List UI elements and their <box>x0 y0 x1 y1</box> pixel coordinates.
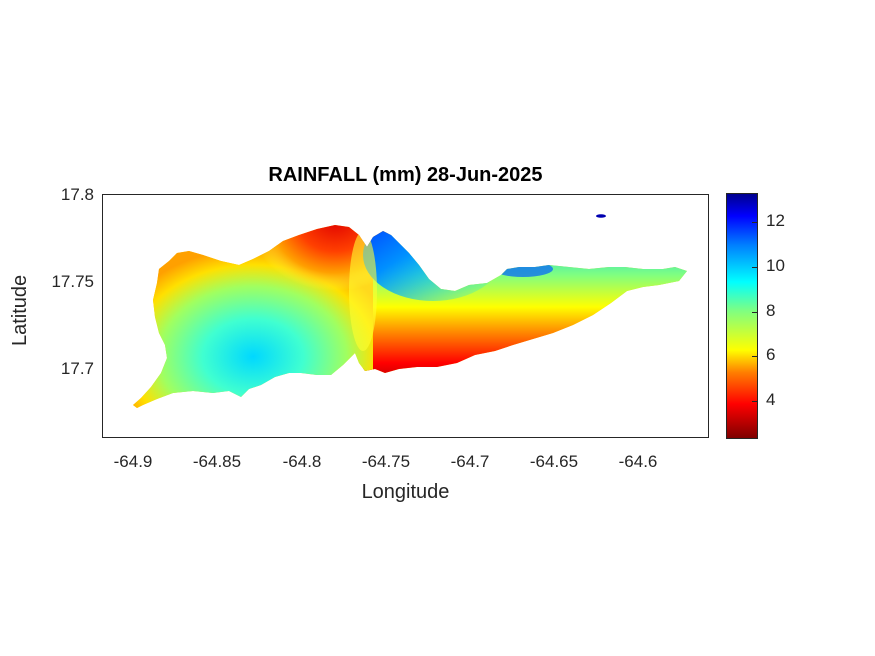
y-axis-label: Latitude <box>9 274 31 346</box>
colorbar-tick-mark <box>752 312 758 313</box>
x-tick-label: -64.85 <box>192 452 242 471</box>
colorbar-tick-mark <box>752 267 758 268</box>
y-tick-label: 17.7 <box>60 359 94 378</box>
island-rainfall-field <box>133 225 687 408</box>
rainfall-map <box>133 214 687 408</box>
colorbar <box>726 193 758 439</box>
map-axes <box>102 194 709 438</box>
colorbar-tick-mark <box>752 356 758 357</box>
x-axis-label: Longitude <box>361 481 450 503</box>
chart-title: RAINFALL (mm) 28-Jun-2025 <box>268 164 543 186</box>
x-tick-label: -64.75 <box>361 452 411 471</box>
colorbar-tick-label: 8 <box>766 301 776 320</box>
colorbar-tick-label: 10 <box>766 256 785 275</box>
small-cay-marker <box>596 214 606 218</box>
x-tick-label: -64.9 <box>113 452 153 471</box>
colorbar-tick-mark <box>752 401 758 402</box>
colorbar-tick-label: 6 <box>766 345 776 364</box>
colorbar-tick-label: 4 <box>766 390 776 409</box>
y-tick-label: 17.75 <box>51 272 94 291</box>
y-tick-label: 17.8 <box>60 185 94 204</box>
x-tick-label: -64.6 <box>618 452 658 471</box>
x-tick-label: -64.8 <box>282 452 322 471</box>
colorbar-tick-label: 12 <box>766 211 785 230</box>
x-tick-label: -64.7 <box>450 452 490 471</box>
colorbar-tick-mark <box>752 222 758 223</box>
x-tick-label: -64.65 <box>529 452 579 471</box>
